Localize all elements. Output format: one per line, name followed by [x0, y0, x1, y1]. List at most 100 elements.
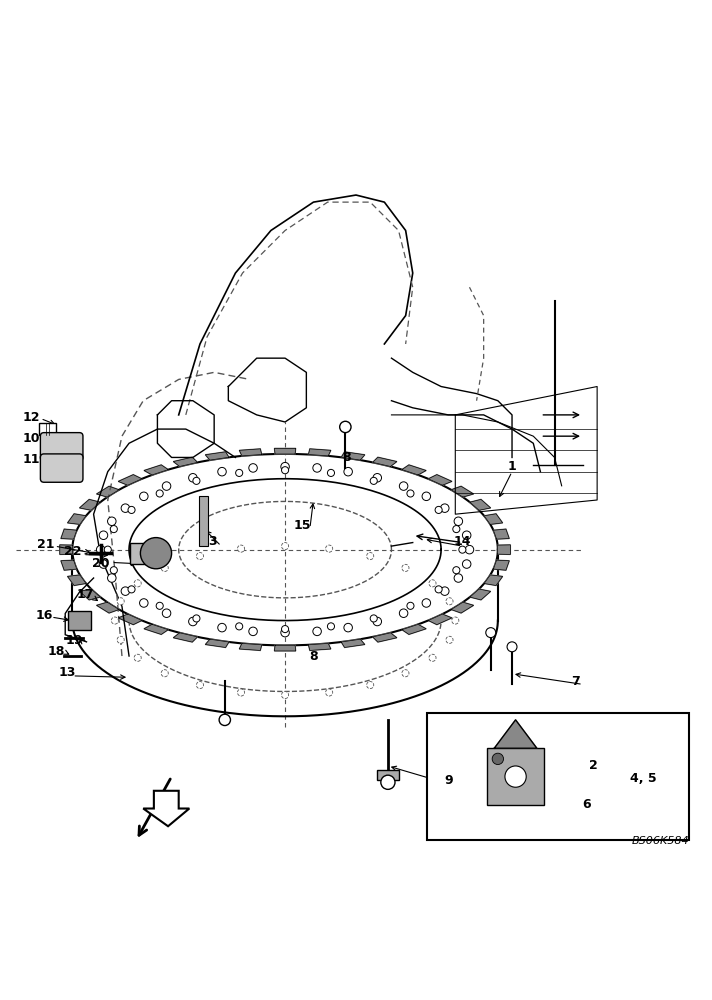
Circle shape	[128, 586, 135, 593]
Circle shape	[193, 477, 200, 484]
Text: 1: 1	[508, 460, 516, 473]
Circle shape	[313, 627, 321, 636]
Circle shape	[236, 469, 243, 476]
Circle shape	[162, 482, 171, 490]
Circle shape	[459, 546, 466, 553]
Text: 19: 19	[66, 634, 83, 647]
Polygon shape	[274, 448, 295, 454]
Text: 22: 22	[63, 545, 81, 558]
Circle shape	[134, 580, 141, 587]
Polygon shape	[274, 645, 295, 651]
Circle shape	[96, 545, 105, 554]
Polygon shape	[118, 475, 142, 485]
Circle shape	[429, 580, 436, 587]
Polygon shape	[308, 643, 331, 650]
Circle shape	[407, 602, 414, 609]
Text: 12: 12	[22, 411, 40, 424]
Text: 14: 14	[454, 535, 471, 548]
Circle shape	[99, 531, 108, 539]
Circle shape	[104, 546, 111, 553]
Circle shape	[108, 574, 116, 582]
Circle shape	[453, 567, 460, 574]
Circle shape	[462, 560, 471, 568]
Polygon shape	[144, 624, 168, 634]
Circle shape	[197, 553, 204, 560]
Circle shape	[189, 474, 197, 482]
Polygon shape	[484, 575, 503, 585]
Bar	[39, 423, 56, 435]
Circle shape	[108, 517, 116, 526]
Circle shape	[454, 574, 463, 582]
Polygon shape	[493, 529, 509, 539]
Circle shape	[313, 464, 321, 472]
Polygon shape	[372, 457, 397, 466]
Text: 4, 5: 4, 5	[630, 772, 656, 785]
Circle shape	[402, 670, 409, 677]
Polygon shape	[341, 452, 365, 460]
Text: BS06K584: BS06K584	[632, 836, 689, 846]
Polygon shape	[118, 614, 142, 625]
Polygon shape	[493, 560, 509, 570]
Polygon shape	[61, 560, 77, 570]
Circle shape	[367, 682, 374, 689]
Circle shape	[422, 492, 431, 501]
Circle shape	[238, 545, 244, 552]
Circle shape	[281, 467, 288, 474]
Polygon shape	[173, 633, 197, 642]
Polygon shape	[451, 486, 473, 497]
Circle shape	[344, 623, 352, 632]
Circle shape	[161, 670, 168, 677]
Polygon shape	[239, 643, 262, 650]
Polygon shape	[484, 514, 503, 524]
Circle shape	[248, 464, 257, 472]
Circle shape	[193, 615, 200, 622]
Polygon shape	[470, 589, 491, 600]
Polygon shape	[429, 475, 452, 485]
Circle shape	[140, 599, 148, 607]
Circle shape	[399, 482, 408, 490]
Circle shape	[486, 628, 496, 638]
Circle shape	[248, 627, 257, 636]
Circle shape	[507, 642, 517, 652]
Text: 17: 17	[76, 588, 94, 601]
Circle shape	[325, 689, 333, 696]
Polygon shape	[402, 624, 426, 634]
Text: 15: 15	[294, 519, 312, 532]
Circle shape	[121, 587, 130, 595]
Circle shape	[462, 531, 471, 539]
Circle shape	[344, 467, 352, 476]
Circle shape	[128, 506, 135, 513]
Circle shape	[238, 689, 244, 696]
Polygon shape	[470, 499, 491, 510]
Circle shape	[117, 598, 124, 605]
Polygon shape	[451, 602, 473, 613]
Polygon shape	[61, 529, 77, 539]
Circle shape	[435, 586, 442, 593]
Circle shape	[189, 617, 197, 626]
Circle shape	[219, 714, 231, 726]
Circle shape	[218, 623, 226, 632]
Circle shape	[381, 775, 395, 789]
Text: 8: 8	[342, 451, 351, 464]
Circle shape	[325, 545, 333, 552]
Text: 7: 7	[572, 675, 580, 688]
Text: 11: 11	[22, 453, 40, 466]
Circle shape	[453, 526, 460, 533]
Circle shape	[370, 477, 377, 484]
Circle shape	[399, 609, 408, 617]
Circle shape	[465, 545, 473, 554]
Circle shape	[110, 526, 117, 533]
Circle shape	[402, 564, 409, 571]
Circle shape	[454, 517, 463, 526]
Bar	[130, 543, 156, 564]
Circle shape	[281, 691, 288, 699]
Circle shape	[161, 564, 168, 571]
Polygon shape	[402, 465, 426, 475]
Bar	[199, 496, 208, 546]
Text: 8: 8	[309, 650, 318, 663]
Bar	[68, 611, 90, 630]
Circle shape	[281, 543, 288, 550]
Circle shape	[162, 609, 171, 617]
Text: 16: 16	[36, 609, 53, 622]
Polygon shape	[308, 449, 331, 456]
